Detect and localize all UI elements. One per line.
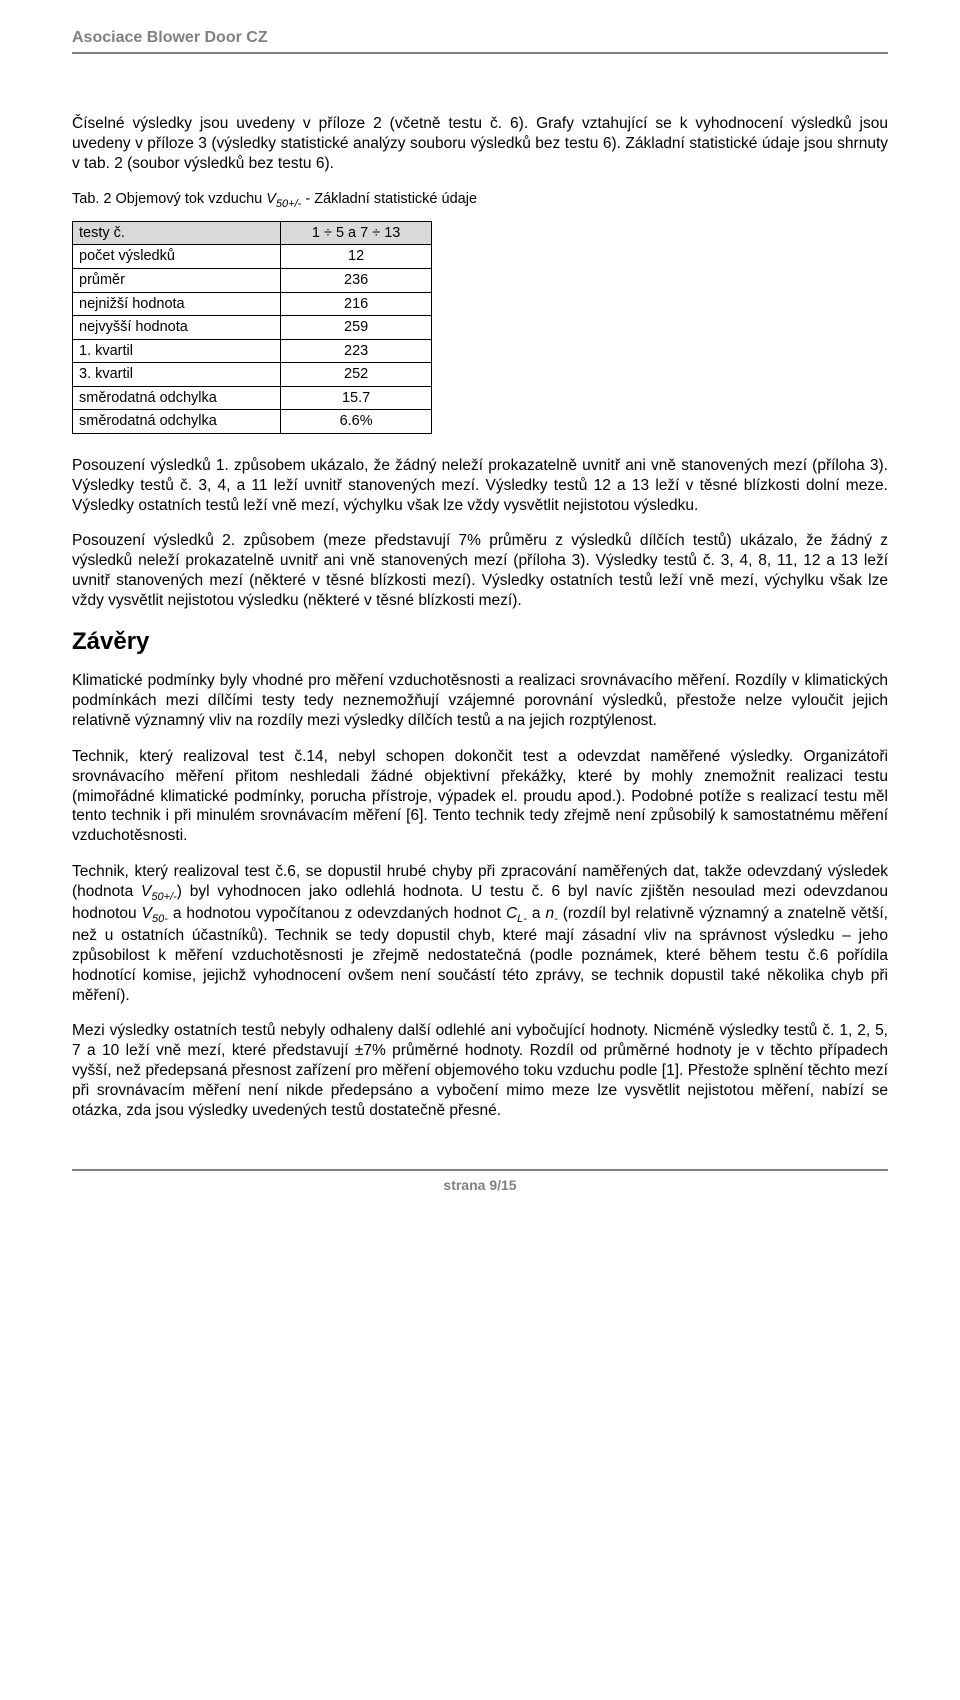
cell-label: 3. kvartil [73,363,281,387]
cell-label: průměr [73,269,281,293]
conclusions-p4: Mezi výsledky ostatních testů nebyly odh… [72,1021,888,1120]
table2-caption: Tab. 2 Objemový tok vzduchu V50+/- - Zák… [72,190,888,211]
cell-value: 259 [281,316,432,340]
page-header: Asociace Blower Door CZ [72,28,888,54]
table-row: nejnižší hodnota 216 [73,292,432,316]
cell-label: počet výsledků [73,245,281,269]
p3v2: V [142,905,152,922]
cell-label: směrodatná odchylka [73,410,281,434]
caption-sub: 50+/- [276,198,301,210]
caption-suffix: - Základní statistické údaje [301,191,477,207]
table-row: průměr 236 [73,269,432,293]
table-row: 3. kvartil 252 [73,363,432,387]
cell-value: 252 [281,363,432,387]
cell-label: směrodatná odchylka [73,386,281,410]
cell-value: 6.6% [281,410,432,434]
caption-prefix: Tab. 2 Objemový tok vzduchu [72,191,266,207]
conclusions-p2: Technik, který realizoval test č.14, neb… [72,747,888,846]
table-row: nejvyšší hodnota 259 [73,316,432,340]
cell-value: 236 [281,269,432,293]
assessment-p1: Posouzení výsledků 1. způsobem ukázalo, … [72,456,888,515]
cell-label: 1. kvartil [73,339,281,363]
p3v1sub: 50+/- [151,891,176,903]
conclusions-p1: Klimatické podmínky byly vhodné pro měře… [72,671,888,730]
conclusions-heading: Závěry [72,627,888,658]
table-row: 1. kvartil 223 [73,339,432,363]
footer-text: strana 9/15 [443,1177,516,1193]
p3v1: V [141,883,151,900]
p3d: a [527,905,546,922]
table-row: směrodatná odchylka 15.7 [73,386,432,410]
p3v3: C [506,905,517,922]
cell-value: 15.7 [281,386,432,410]
cell-value: 223 [281,339,432,363]
table-row: testy č. 1 ÷ 5 a 7 ÷ 13 [73,221,432,245]
table-row: počet výsledků 12 [73,245,432,269]
p3v3sub: L- [517,913,527,925]
p3v4: n [545,905,554,922]
table-row: směrodatná odchylka 6.6% [73,410,432,434]
intro-paragraph: Číselné výsledky jsou uvedeny v příloze … [72,114,888,173]
caption-var: V [266,191,276,207]
assessment-p2: Posouzení výsledků 2. způsobem (meze pře… [72,531,888,610]
cell-value: 216 [281,292,432,316]
page-footer: strana 9/15 [72,1169,888,1195]
cell-value: 12 [281,245,432,269]
p3v2sub: 50- [152,913,168,925]
cell-label: nejnižší hodnota [73,292,281,316]
p3c: a hodnotou vypočítanou z odevzdaných hod… [168,905,506,922]
cell-label: testy č. [73,221,281,245]
stats-table: testy č. 1 ÷ 5 a 7 ÷ 13 počet výsledků 1… [72,221,432,434]
cell-label: nejvyšší hodnota [73,316,281,340]
conclusions-p3: Technik, který realizoval test č.6, se d… [72,862,888,1005]
header-title: Asociace Blower Door CZ [72,29,268,46]
cell-value: 1 ÷ 5 a 7 ÷ 13 [281,221,432,245]
